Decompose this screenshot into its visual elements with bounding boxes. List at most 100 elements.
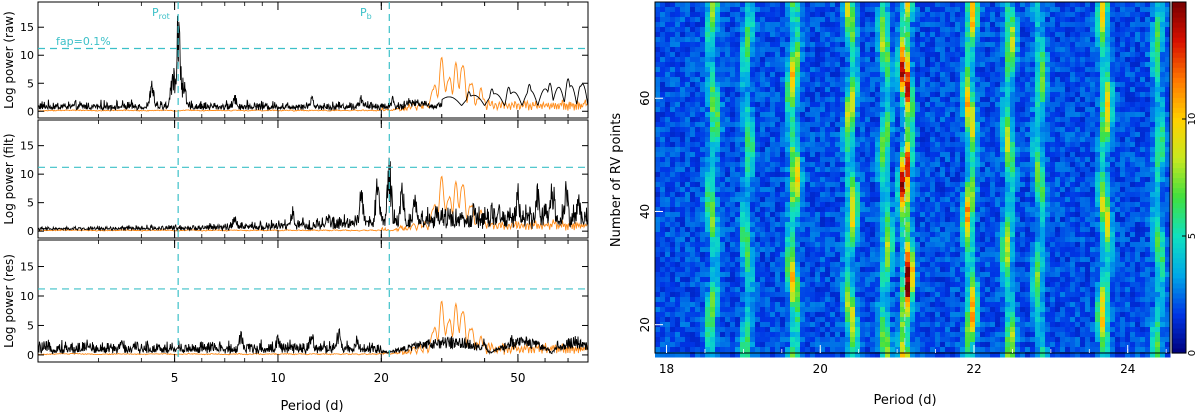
heatmap-cell [730, 187, 736, 193]
heatmap-cell [950, 77, 956, 83]
heatmap-cell [900, 42, 906, 48]
heatmap-cell [1145, 17, 1151, 23]
heatmap-cell [1125, 22, 1131, 28]
heatmap-cell [1095, 227, 1101, 233]
heatmap-cell [665, 72, 671, 78]
heatmap-cell [945, 212, 951, 218]
heatmap-cell [1035, 17, 1041, 23]
heatmap-cell [905, 112, 911, 118]
heatmap-cell [1045, 32, 1051, 38]
heatmap-cell [800, 232, 806, 238]
heatmap-cell [1010, 62, 1016, 68]
heatmap-cell [940, 17, 946, 23]
heatmap-cell [1140, 52, 1146, 58]
heatmap-cell [1130, 222, 1136, 228]
heatmap-cell [1160, 102, 1166, 108]
heatmap-cell [795, 177, 801, 183]
heatmap-cell [1000, 7, 1006, 13]
heatmap-cell [805, 157, 811, 163]
heatmap-cell [1120, 142, 1126, 148]
heatmap-cell [710, 22, 716, 28]
heatmap-cell [1140, 102, 1146, 108]
heatmap-cell [1065, 77, 1071, 83]
heatmap-cell [895, 77, 901, 83]
heatmap-cell [1105, 52, 1111, 58]
heatmap-cell [735, 27, 741, 33]
heatmap-cell [765, 2, 771, 8]
heatmap-cell [730, 122, 736, 128]
heatmap-cell [685, 82, 691, 88]
heatmap-cell [1055, 167, 1061, 173]
heatmap-cell [1140, 177, 1146, 183]
heatmap-cell [655, 57, 661, 63]
heatmap-cell [1040, 202, 1046, 208]
heatmap-cell [960, 52, 966, 58]
heatmap-cell [985, 197, 991, 203]
heatmap-cell [830, 67, 836, 73]
heatmap-cell [1120, 12, 1126, 18]
heatmap-cell [1065, 52, 1071, 58]
heatmap-cell [1095, 112, 1101, 118]
heatmap-cell [940, 192, 946, 198]
heatmap-cell [785, 32, 791, 38]
heatmap-cell [1125, 217, 1131, 223]
heatmap-cell [745, 222, 751, 228]
heatmap-cell [940, 77, 946, 83]
heatmap-cell [965, 67, 971, 73]
heatmap-cell [685, 102, 691, 108]
heatmap-cell [1090, 157, 1096, 163]
heatmap-cell [775, 77, 781, 83]
heatmap-cell [745, 152, 751, 158]
heatmap-cell [1140, 57, 1146, 63]
heatmap-cell [940, 172, 946, 178]
heatmap-cell [865, 107, 871, 113]
heatmap-cell [850, 97, 856, 103]
heatmap-cell [1155, 7, 1161, 13]
heatmap-cell [690, 152, 696, 158]
heatmap-cell [690, 37, 696, 43]
heatmap-cell [1060, 7, 1066, 13]
heatmap-cell [895, 167, 901, 173]
heatmap-cell [1080, 167, 1086, 173]
heatmap-cell [1165, 32, 1171, 38]
heatmap-cell [920, 227, 926, 233]
heatmap-cell [970, 222, 976, 228]
heatmap-cell [975, 52, 981, 58]
heatmap-cell [755, 82, 761, 88]
heatmap-cell [680, 52, 686, 58]
heatmap-cell [845, 107, 851, 113]
heatmap-cell [935, 117, 941, 123]
heatmap-cell [865, 47, 871, 53]
heatmap-cell [865, 157, 871, 163]
heatmap-cell [695, 197, 701, 203]
heatmap-cell [905, 87, 911, 93]
heatmap-cell [670, 87, 676, 93]
heatmap-cell [700, 152, 706, 158]
heatmap-cell [700, 72, 706, 78]
heatmap-cell [790, 72, 796, 78]
heatmap-cell [1100, 42, 1106, 48]
heatmap-cell [900, 32, 906, 38]
heatmap-cell [745, 182, 751, 188]
heatmap-cell [770, 187, 776, 193]
heatmap-cell [750, 197, 756, 203]
heatmap-cell [690, 167, 696, 173]
heatmap-cell [1130, 177, 1136, 183]
heatmap-cell [680, 27, 686, 33]
heatmap-cell [765, 87, 771, 93]
heatmap-cell [740, 87, 746, 93]
heatmap-cell [1165, 212, 1171, 218]
heatmap-cell [1105, 47, 1111, 53]
heatmap-cell [895, 207, 901, 213]
heatmap-cell [1155, 142, 1161, 148]
heatmap-cell [685, 117, 691, 123]
heatmap-cell [1085, 47, 1091, 53]
heatmap-cell [820, 102, 826, 108]
heatmap-cell [895, 177, 901, 183]
heatmap-cell [815, 87, 821, 93]
heatmap-cell [740, 2, 746, 8]
heatmap-cell [1005, 62, 1011, 68]
heatmap-cell [905, 177, 911, 183]
heatmap-cell [670, 132, 676, 138]
heatmap-cell [785, 167, 791, 173]
